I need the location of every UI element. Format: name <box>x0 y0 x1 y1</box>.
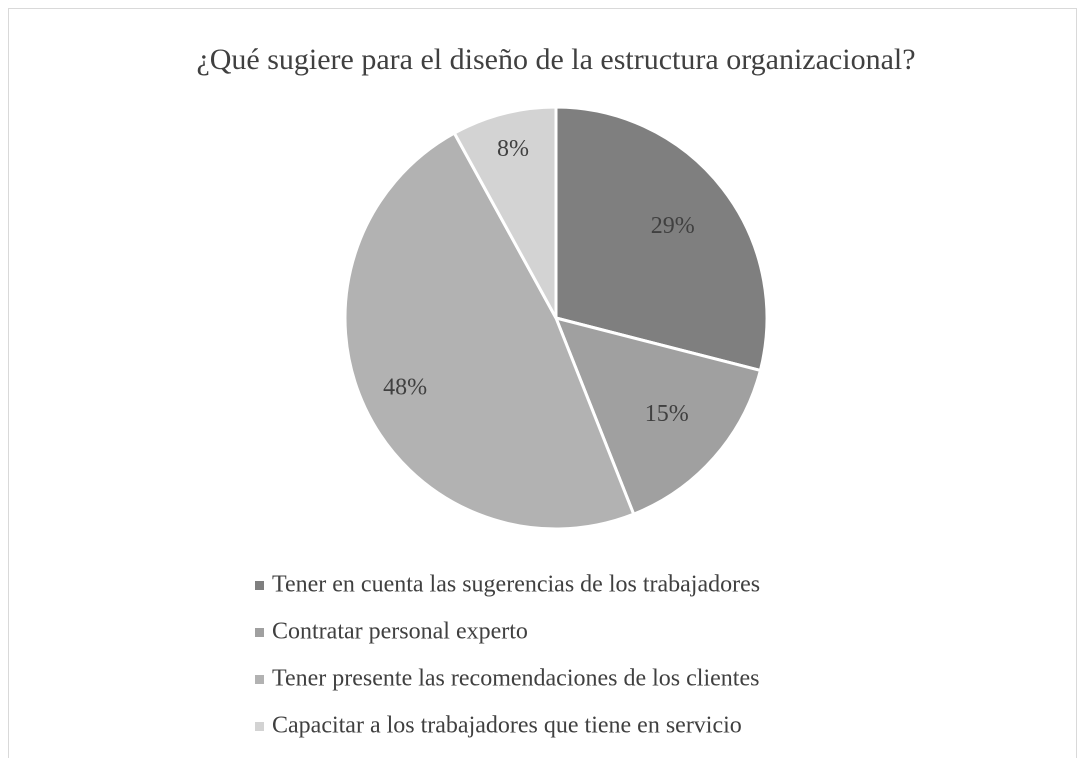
legend-marker <box>255 628 264 637</box>
legend-marker <box>255 675 264 684</box>
data-label: 15% <box>645 401 689 427</box>
data-label: 29% <box>651 213 695 239</box>
legend-marker <box>255 722 264 731</box>
legend-marker <box>255 581 264 590</box>
chart-title: ¿Qué sugiere para el diseño de la estruc… <box>196 43 915 76</box>
legend-label: Contratar personal experto <box>272 619 528 645</box>
pie-slice <box>343 131 636 531</box>
legend-label: Tener presente las recomendaciones de lo… <box>272 666 759 692</box>
pie-slice <box>554 105 769 373</box>
legend-label: Capacitar a los trabajadores que tiene e… <box>272 713 742 739</box>
data-label: 8% <box>497 136 529 162</box>
pie-slice <box>553 315 763 517</box>
legend-label: Tener en cuenta las sugerencias de los t… <box>272 572 760 598</box>
data-label: 48% <box>383 374 427 400</box>
pie-slice <box>452 105 558 319</box>
